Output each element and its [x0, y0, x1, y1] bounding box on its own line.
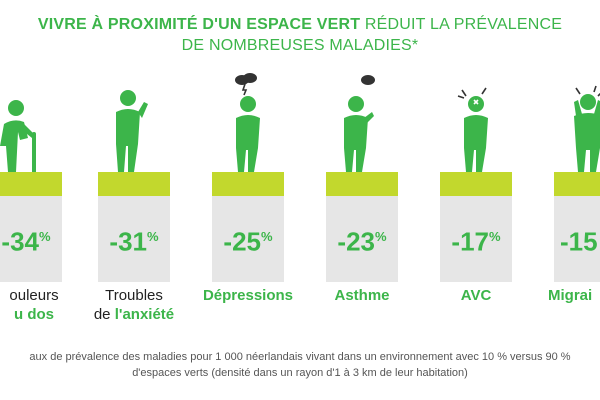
card-band	[0, 172, 62, 196]
title-bold: VIVRE À PROXIMITÉ D'UN ESPACE VERT	[37, 16, 361, 33]
migraine-person-icon	[574, 85, 600, 172]
stat-card-back-pain: -34%	[0, 172, 62, 282]
label-bottom: Migrai	[548, 287, 593, 304]
label-back-pain: ouleurs u dos	[0, 286, 94, 324]
stat-value: -34%	[1, 226, 51, 257]
stroke-person-icon	[457, 87, 488, 172]
label-bottom: AVC	[460, 287, 492, 304]
label-top: Troubles	[105, 287, 163, 304]
label-bottom: Dépressions	[202, 287, 294, 304]
label-bottom: l'anxiété	[114, 306, 175, 323]
depressed-person-icon	[235, 73, 260, 172]
stat-value: -31%	[109, 226, 159, 257]
title-light-1: RÉDUIT LA PRÉVALENCE	[364, 16, 563, 33]
footnote-line2: d'espaces verts (densité dans un rayon d…	[132, 367, 468, 379]
label-anxiety: Troubles de l'anxiété	[74, 286, 194, 324]
label-migraine: Migrai	[548, 286, 600, 305]
stat-card-depression: -25%	[212, 172, 284, 282]
stat-value: -17%	[451, 226, 501, 257]
card-band	[98, 172, 170, 196]
label-bottom: u dos	[14, 306, 54, 323]
card-band	[326, 172, 398, 196]
stat-card-asthma: -23%	[326, 172, 398, 282]
label-bottom-line: de l'anxiété	[94, 306, 174, 323]
footnote-line1: aux de prévalence des maladies pour 1 00…	[29, 351, 571, 363]
label-bottom: Asthme	[334, 287, 390, 304]
label-stroke: AVC	[416, 286, 536, 305]
stat-card-stroke: -17%	[440, 172, 512, 282]
stat-value: -15	[560, 226, 598, 257]
label-asthma: Asthme	[302, 286, 422, 305]
card-band	[440, 172, 512, 196]
label-top: ouleurs	[9, 287, 59, 304]
anxious-person-icon	[116, 90, 148, 172]
stat-value: -25%	[223, 226, 273, 257]
infographic-title: VIVRE À PROXIMITÉ D'UN ESPACE VERT RÉDUI…	[0, 14, 600, 56]
stat-card-migraine: -15	[554, 172, 600, 282]
card-band	[212, 172, 284, 196]
label-depression: Dépressions	[188, 286, 308, 305]
elderly-back-pain-icon	[0, 100, 36, 174]
label-prefix: de	[93, 306, 115, 323]
stat-card-anxiety: -31%	[98, 172, 170, 282]
stat-value: -23%	[337, 226, 387, 257]
card-band	[554, 172, 600, 196]
asthma-person-icon	[344, 75, 375, 172]
footnote: aux de prévalence des maladies pour 1 00…	[0, 349, 600, 381]
title-light-2: DE NOMBREUSES MALADIES*	[181, 37, 419, 54]
